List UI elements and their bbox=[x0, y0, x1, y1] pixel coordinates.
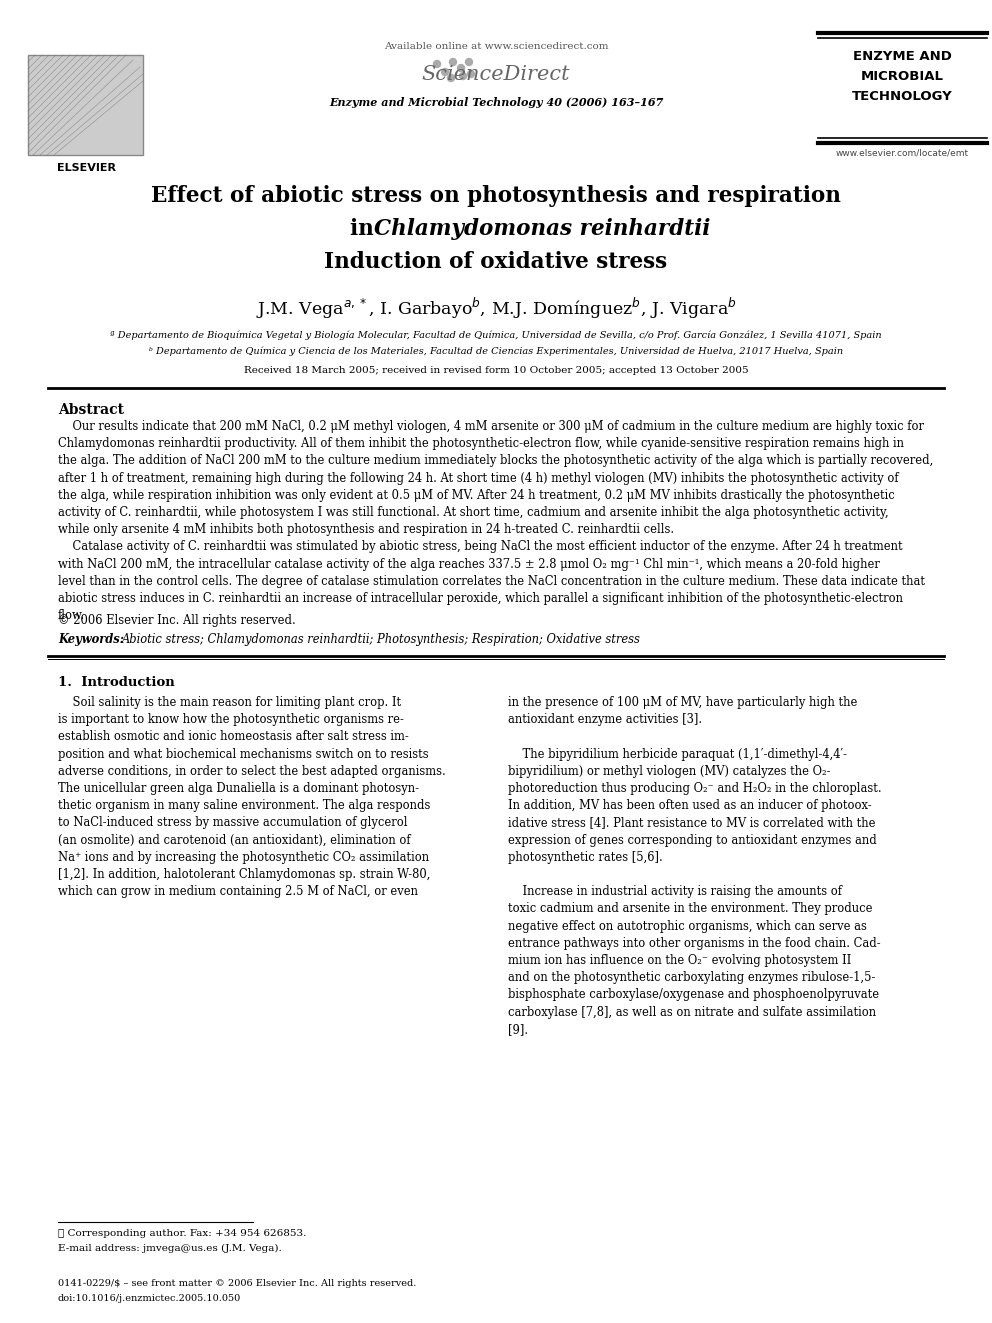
Text: MICROBIAL: MICROBIAL bbox=[860, 70, 943, 83]
Text: E-mail address: jmvega@us.es (J.M. Vega).: E-mail address: jmvega@us.es (J.M. Vega)… bbox=[58, 1244, 282, 1253]
Text: 0141-0229/$ – see front matter © 2006 Elsevier Inc. All rights reserved.: 0141-0229/$ – see front matter © 2006 El… bbox=[58, 1279, 417, 1289]
Circle shape bbox=[457, 65, 464, 71]
Text: Chlamydomonas reinhardtii: Chlamydomonas reinhardtii bbox=[374, 218, 710, 239]
Text: Our results indicate that 200 mM NaCl, 0.2 μM methyl viologen, 4 mM arsenite or : Our results indicate that 200 mM NaCl, 0… bbox=[58, 419, 933, 622]
Circle shape bbox=[467, 70, 474, 78]
Circle shape bbox=[465, 58, 472, 66]
Text: ScienceDirect: ScienceDirect bbox=[422, 65, 570, 83]
Text: ELSEVIER: ELSEVIER bbox=[57, 163, 115, 173]
Text: Abstract: Abstract bbox=[58, 404, 124, 417]
Text: Effect of abiotic stress on photosynthesis and respiration: Effect of abiotic stress on photosynthes… bbox=[151, 185, 841, 206]
Text: Enzyme and Microbial Technology 40 (2006) 163–167: Enzyme and Microbial Technology 40 (2006… bbox=[328, 97, 664, 108]
Text: 1.  Introduction: 1. Introduction bbox=[58, 676, 175, 689]
Circle shape bbox=[447, 74, 454, 82]
Text: Available online at www.sciencedirect.com: Available online at www.sciencedirect.co… bbox=[384, 42, 608, 52]
Circle shape bbox=[441, 69, 448, 75]
Text: Abiotic stress; Chlamydomonas reinhardtii; Photosynthesis; Respiration; Oxidativ: Abiotic stress; Chlamydomonas reinhardti… bbox=[122, 632, 641, 646]
Text: doi:10.1016/j.enzmictec.2005.10.050: doi:10.1016/j.enzmictec.2005.10.050 bbox=[58, 1294, 241, 1303]
Text: ⋆ Corresponding author. Fax: +34 954 626853.: ⋆ Corresponding author. Fax: +34 954 626… bbox=[58, 1229, 307, 1238]
Text: J.M. Vega$^{a,*}$, I. Garbayo$^{b}$, M.J. Domínguez$^{b}$, J. Vigara$^{b}$: J.M. Vega$^{a,*}$, I. Garbayo$^{b}$, M.J… bbox=[256, 296, 736, 321]
Text: ᵇ Departamento de Química y Ciencia de los Materiales, Facultad de Ciencias Expe: ᵇ Departamento de Química y Ciencia de l… bbox=[149, 347, 843, 356]
Circle shape bbox=[449, 58, 456, 66]
Text: in the presence of 100 μM of MV, have particularly high the
antioxidant enzyme a: in the presence of 100 μM of MV, have pa… bbox=[508, 696, 882, 1036]
Circle shape bbox=[459, 73, 466, 79]
Text: ENZYME AND: ENZYME AND bbox=[852, 50, 951, 64]
Text: © 2006 Elsevier Inc. All rights reserved.: © 2006 Elsevier Inc. All rights reserved… bbox=[58, 614, 296, 627]
Text: TECHNOLOGY: TECHNOLOGY bbox=[851, 90, 952, 103]
Text: www.elsevier.com/locate/emt: www.elsevier.com/locate/emt bbox=[835, 148, 968, 157]
Text: ª Departamento de Bioquímica Vegetal y Biología Molecular, Facultad de Química, : ª Departamento de Bioquímica Vegetal y B… bbox=[110, 331, 882, 340]
Bar bbox=[28, 56, 143, 155]
Text: Keywords:: Keywords: bbox=[58, 632, 132, 646]
Circle shape bbox=[434, 61, 440, 67]
Text: Induction of oxidative stress: Induction of oxidative stress bbox=[324, 251, 668, 273]
Text: Received 18 March 2005; received in revised form 10 October 2005; accepted 13 Oc: Received 18 March 2005; received in revi… bbox=[244, 366, 748, 374]
Text: in: in bbox=[350, 218, 381, 239]
Text: Soil salinity is the main reason for limiting plant crop. It
is important to kno: Soil salinity is the main reason for lim… bbox=[58, 696, 445, 898]
